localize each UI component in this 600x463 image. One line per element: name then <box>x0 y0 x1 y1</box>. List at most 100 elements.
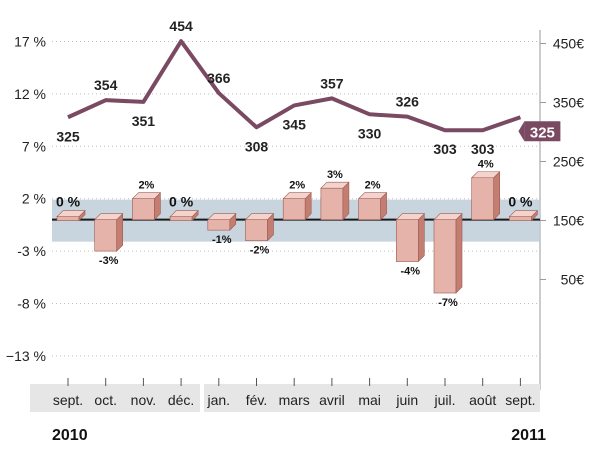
bar <box>132 198 155 220</box>
bar-data-label: -2% <box>250 245 270 257</box>
y-left-tick-label: 7 % <box>22 138 46 154</box>
y-right-tick-label: 150€ <box>553 213 584 229</box>
bar <box>282 198 306 220</box>
x-tick-label: oct. <box>94 392 117 408</box>
bar-top <box>169 210 199 217</box>
bar-data-label: 0 % <box>169 194 194 210</box>
year-label-start: 2010 <box>52 427 88 444</box>
bar-data-label: 0 % <box>56 194 81 210</box>
x-tick-label: juil. <box>433 392 455 408</box>
bar-side <box>417 212 425 263</box>
price-data-label: 326 <box>396 94 420 110</box>
price-data-label: 366 <box>207 70 231 86</box>
x-tick-label: sept. <box>53 392 83 408</box>
bar-top <box>244 213 275 220</box>
bar-data-label: -4% <box>401 266 421 278</box>
bar <box>56 216 80 221</box>
y-left-tick-label: -8 % <box>17 296 46 312</box>
x-tick-label: fév. <box>246 392 268 408</box>
price-last-tag <box>524 121 561 142</box>
price-data-label: 303 <box>471 141 495 157</box>
price-data-label: 325 <box>530 124 555 141</box>
bar-group <box>357 191 388 221</box>
bar-top <box>131 192 162 199</box>
price-data-label: 351 <box>132 113 156 129</box>
bar-top <box>470 171 501 179</box>
bar <box>471 177 495 220</box>
price-data-label: 357 <box>320 75 344 91</box>
bar-group <box>395 212 426 263</box>
bar-group <box>508 209 539 222</box>
bar-group <box>433 212 463 294</box>
y-right-tick-label: 50€ <box>561 272 585 288</box>
bar-top <box>433 213 463 220</box>
y-right-tick-label: 250€ <box>553 154 584 170</box>
bar-data-label: -3% <box>99 255 119 267</box>
y-left-tick-label: 2 % <box>22 191 46 207</box>
price-data-label: 303 <box>433 141 457 157</box>
x-tick-label: août <box>469 392 496 408</box>
bar-group <box>282 191 312 221</box>
bar <box>509 216 532 221</box>
bar-data-label: -7% <box>438 297 458 309</box>
x-axis-strip <box>30 384 540 412</box>
bar-group <box>169 209 199 222</box>
bar <box>320 187 344 220</box>
price-data-label: 454 <box>169 18 193 34</box>
price-data-label: 354 <box>94 77 118 93</box>
x-tick-label: jan. <box>207 392 231 408</box>
bar-group <box>470 171 501 221</box>
y-right-tick-label: 450€ <box>553 36 584 52</box>
bar-side <box>116 212 123 252</box>
bar-group <box>93 212 124 252</box>
year-label-end: 2011 <box>511 427 546 444</box>
bar-top <box>395 213 426 220</box>
bar-side <box>455 212 463 294</box>
price-data-label: 330 <box>358 125 382 141</box>
y-left-tick-label: 17 % <box>14 34 46 50</box>
bar-group <box>207 212 237 231</box>
y-right-tick-label: 350€ <box>553 95 584 111</box>
bar-top <box>357 192 388 199</box>
x-tick-label: sept. <box>505 392 535 408</box>
bar-data-label: 3% <box>327 169 343 181</box>
bar-data-label: 4% <box>478 159 494 171</box>
bar-data-label: 2% <box>138 180 154 192</box>
price-data-label: 325 <box>56 128 80 144</box>
price-data-label: 308 <box>245 138 269 154</box>
bar <box>358 198 381 220</box>
y-left-tick-label: −13 % <box>6 348 46 364</box>
bar <box>395 219 419 262</box>
bar-data-label: 0 % <box>508 194 533 210</box>
price-data-label: 345 <box>283 116 307 132</box>
bar-top <box>93 213 124 220</box>
price-line <box>67 39 522 133</box>
bar <box>94 219 117 252</box>
bar-top <box>207 213 237 220</box>
bar-top <box>320 181 350 189</box>
bar-top <box>282 192 312 199</box>
bar <box>207 219 231 231</box>
y-left-tick-label: 12 % <box>14 86 46 102</box>
bar <box>433 219 457 294</box>
year-divider <box>200 384 204 412</box>
bar-side <box>493 171 501 221</box>
bar <box>245 219 268 241</box>
x-tick-label: avril <box>319 392 345 408</box>
x-tick-label: mars <box>279 392 310 408</box>
price-last-tag-point <box>518 121 525 142</box>
bar-data-label: 2% <box>289 180 305 192</box>
bar-group <box>320 181 350 221</box>
bar <box>169 216 193 221</box>
bar-data-label: 2% <box>365 180 381 192</box>
x-tick-label: nov. <box>131 392 156 408</box>
bar-side <box>342 181 350 221</box>
bar-top <box>56 210 86 217</box>
bar-group <box>56 209 86 222</box>
bar-group <box>131 191 162 221</box>
bar-top <box>508 210 539 217</box>
y-left-tick-label: -3 % <box>17 243 46 259</box>
bar-data-label: -1% <box>212 234 232 246</box>
